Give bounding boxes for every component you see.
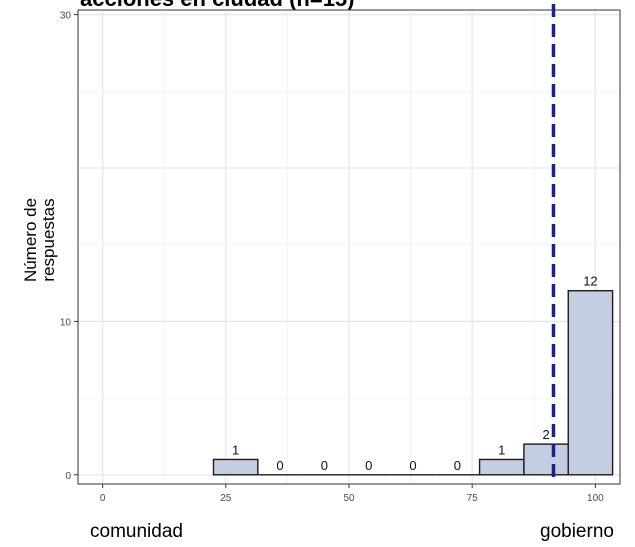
x-tick-label: 50 — [343, 493, 355, 504]
histogram-bar-6 — [478, 458, 525, 476]
x-end-label-left: comunidad — [90, 521, 183, 542]
x-end-label-right: gobierno — [540, 521, 614, 542]
bar-count-label-0: 1 — [232, 442, 239, 457]
histogram-bar-8 — [567, 290, 614, 476]
bar-count-label-6: 1 — [498, 442, 505, 457]
bar-count-label-2: 0 — [321, 458, 328, 473]
x-tick-label: 100 — [587, 493, 604, 504]
x-tick-label: 25 — [220, 493, 232, 504]
histogram-bar-7 — [523, 443, 569, 476]
y-tick-label: 30 — [60, 11, 72, 22]
bar-count-label-8: 12 — [583, 274, 597, 289]
x-tick-label: 75 — [467, 493, 479, 504]
x-tick-label: 0 — [100, 493, 106, 504]
bar-count-label-4: 0 — [409, 458, 416, 473]
histogram-bar-0 — [212, 458, 259, 476]
bar-count-label-3: 0 — [365, 458, 372, 473]
bar-count-label-5: 0 — [454, 458, 461, 473]
y-axis-title-line-2: respuestas — [39, 198, 58, 282]
chart-title-clipped: acciones en ciudad (n=15) — [80, 0, 354, 12]
y-tick-label: 0 — [65, 471, 71, 482]
y-axis-title-line-1: Número de — [21, 197, 40, 283]
bar-count-label-1: 0 — [276, 458, 283, 473]
y-axis-title: Número de respuestas — [10, 160, 70, 320]
y-tick-label: 10 — [60, 317, 72, 328]
bar-count-label-7: 2 — [542, 427, 549, 442]
